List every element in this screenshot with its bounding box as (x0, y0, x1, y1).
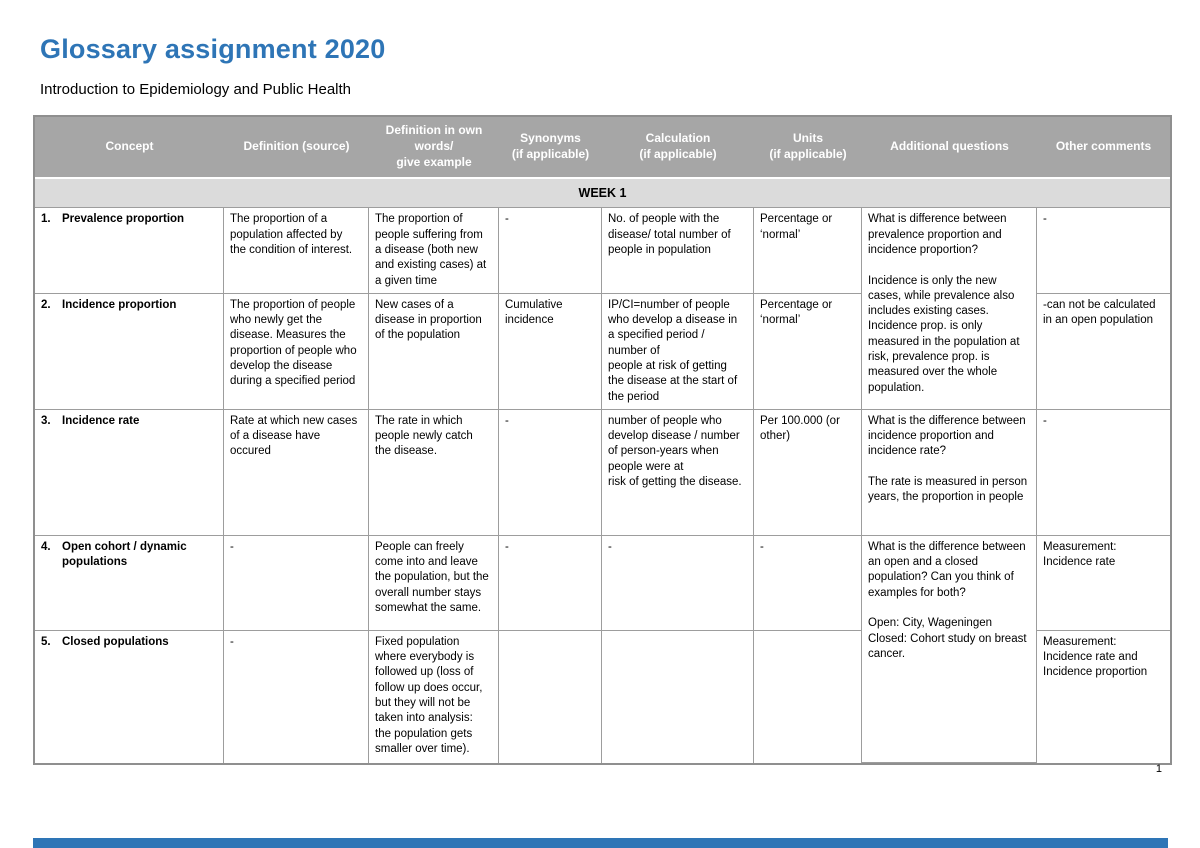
cell-definition-source: The proportion of a population affected … (224, 208, 369, 294)
cell-concept: 3. Incidence rate (35, 409, 224, 536)
cell-units: Percentage or ‘normal’ (754, 293, 862, 410)
cell-definition-own: People can freely come into and leave th… (369, 535, 499, 631)
row-number: 2. (41, 298, 51, 311)
cell-definition-source: - (224, 535, 369, 631)
next-page-banner-bar (33, 838, 1168, 848)
cell-other-comments: - (1037, 410, 1170, 536)
cell-definition-source: - (224, 630, 369, 763)
cell-calculation (602, 630, 754, 763)
cell-additional-questions: What is difference between prevalence pr… (862, 208, 1037, 410)
row-number: 3. (41, 414, 51, 427)
cell-synonyms: - (499, 409, 602, 536)
cell-calculation: IP/CI=number of people who develop a dis… (602, 293, 754, 410)
table-row: 1. Prevalence proportion The proportion … (35, 208, 1170, 410)
header-definition-own-words: Definition in own words/ give example (369, 117, 499, 179)
cell-units (754, 630, 862, 763)
cell-additional-questions: What is the difference between incidence… (862, 409, 1037, 536)
cell-other-comments: - (1037, 208, 1170, 294)
page-title: Glossary assignment 2020 (40, 34, 386, 64)
table-row: 3. Incidence rate Rate at which new case… (35, 409, 1170, 536)
cell-synonyms (499, 630, 602, 763)
table-header-row: Concept Definition (source) Definition i… (35, 117, 1170, 179)
header-definition-source: Definition (source) (224, 117, 369, 179)
table-row: 4. Open cohort / dynamic populations - P… (35, 535, 1170, 763)
cell-concept: 4. Open cohort / dynamic populations (35, 535, 224, 631)
document-page: Glossary assignment 2020 Introduction to… (33, 0, 1172, 765)
header-synonyms: Synonyms (if applicable) (499, 117, 602, 179)
header-calculation: Calculation (if applicable) (602, 117, 754, 179)
table-row: 2. Incidence proportion The proportion o… (35, 293, 1170, 410)
concept-label: Incidence rate (62, 414, 140, 427)
week-banner: WEEK 1 (35, 178, 1170, 209)
concept-label: Incidence proportion (62, 298, 177, 311)
cell-definition-source: The proportion of people who newly get t… (224, 293, 369, 410)
row-number: 5. (41, 635, 51, 648)
cell-synonyms: Cumulative incidence (499, 293, 602, 410)
cell-other-comments: Measurement: Incidence rate (1037, 536, 1170, 631)
header-concept: Concept (35, 117, 224, 179)
cell-concept: 5. Closed populations (35, 630, 224, 763)
cell-concept: 2. Incidence proportion (35, 293, 224, 410)
cell-definition-own: New cases of a disease in proportion of … (369, 293, 499, 410)
cell-definition-own: The rate in which people newly catch the… (369, 409, 499, 536)
week-banner-row: WEEK 1 (35, 178, 1170, 209)
table-row: 5. Closed populations - Fixed population… (35, 630, 1170, 763)
glossary-table: Concept Definition (source) Definition i… (33, 115, 1172, 765)
concept-label: Closed populations (62, 635, 169, 648)
cell-units: Percentage or ‘normal’ (754, 208, 862, 294)
concept-label: Prevalence proportion (62, 213, 185, 226)
page-number: 1 (1155, 763, 1162, 775)
cell-definition-own: The proportion of people suffering from … (369, 208, 499, 294)
page-subtitle: Introduction to Epidemiology and Public … (40, 81, 352, 98)
concept-label: Open cohort / dynamic populations (62, 540, 187, 569)
cell-units: - (754, 535, 862, 631)
row-number: 1. (41, 213, 51, 226)
header-additional-questions: Additional questions (862, 117, 1037, 179)
cell-calculation: - (602, 535, 754, 631)
cell-synonyms: - (499, 208, 602, 294)
cell-concept: 1. Prevalence proportion (35, 208, 224, 294)
header-other-comments: Other comments (1037, 117, 1170, 179)
header-units: Units (if applicable) (754, 117, 862, 179)
cell-calculation: No. of people with the disease/ total nu… (602, 208, 754, 294)
cell-definition-own: Fixed population where everybody is foll… (369, 630, 499, 763)
cell-other-comments: Measurement: Incidence rate and Incidenc… (1043, 635, 1148, 679)
cell-additional-questions: What is the difference between an open a… (862, 535, 1037, 763)
cell-definition-source: Rate at which new cases of a disease hav… (224, 409, 369, 536)
cell-other-comments: -can not be calculated in an open popula… (1037, 294, 1170, 410)
cell-units: Per 100.000 (or other) (754, 409, 862, 536)
cell-calculation: number of people who develop disease / n… (602, 409, 754, 536)
cell-synonyms: - (499, 535, 602, 631)
row-number: 4. (41, 540, 51, 553)
